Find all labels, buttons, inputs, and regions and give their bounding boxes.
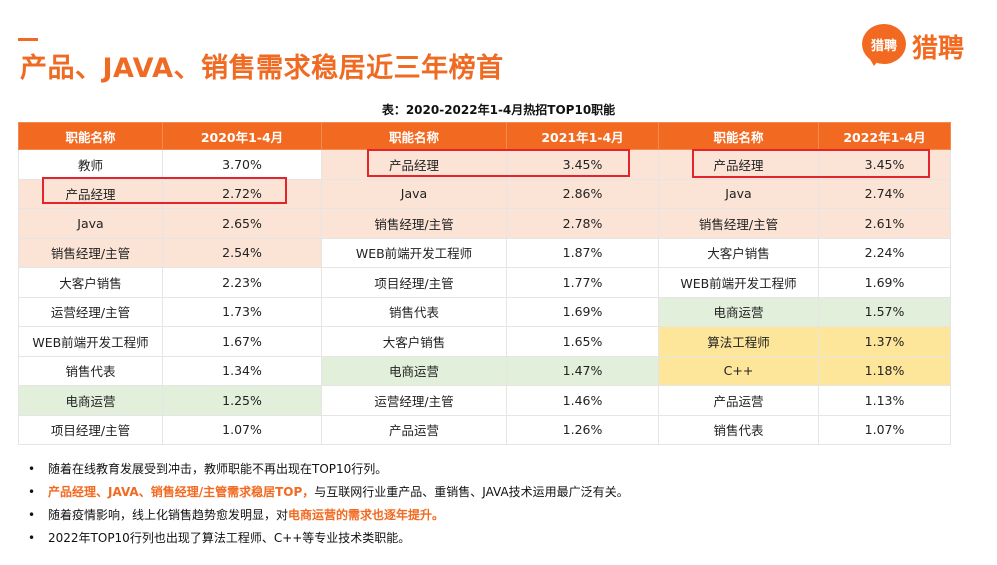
table-cell: 3.70% xyxy=(162,149,322,180)
header-cell: 2020年1-4月 xyxy=(162,122,322,150)
highlight-box-2021-product-manager xyxy=(367,149,630,177)
header-cell: 2022年1-4月 xyxy=(818,122,951,150)
table-cell: 1.57% xyxy=(818,296,951,327)
table-row: 项目经理/主管 1.07% 产品运营 1.26% 销售代表 1.07% xyxy=(18,414,951,445)
table-cell: 教师 xyxy=(18,149,163,180)
table-cell: 1.07% xyxy=(818,414,951,445)
table-cell: 项目经理/主管 xyxy=(18,414,163,445)
table-cell: 1.77% xyxy=(506,267,659,298)
table-cell: 大客户销售 xyxy=(658,237,819,268)
highlight-box-2022-product-manager xyxy=(692,149,930,178)
table-cell: 销售经理/主管 xyxy=(18,237,163,268)
table-row: 运营经理/主管 1.73% 销售代表 1.69% 电商运营 1.57% xyxy=(18,296,951,327)
header-cell: 职能名称 xyxy=(658,122,819,150)
note-text: 随着在线教育发展受到冲击，教师职能不再出现在TOP10行列。 xyxy=(48,462,388,476)
table-cell: 1.34% xyxy=(162,355,322,386)
table-cell: 2.78% xyxy=(506,208,659,239)
table-cell: 电商运营 xyxy=(658,296,819,327)
highlight-box-2020-product-manager xyxy=(42,177,287,204)
table-cell: Java xyxy=(321,178,507,209)
table-row: 产品经理 2.72% Java 2.86% Java 2.74% xyxy=(18,178,951,209)
header-cell: 职能名称 xyxy=(321,122,507,150)
table-cell: 算法工程师 xyxy=(658,326,819,357)
note-text: 2022年TOP10行列也出现了算法工程师、C++等专业技术类职能。 xyxy=(48,531,411,545)
table-cell: 1.07% xyxy=(162,414,322,445)
insight-notes: 随着在线教育发展受到冲击，教师职能不再出现在TOP10行列。 产品经理、JAVA… xyxy=(28,458,629,550)
table-cell: 1.67% xyxy=(162,326,322,357)
table-cell: 1.46% xyxy=(506,385,659,416)
table-cell: 销售经理/主管 xyxy=(321,208,507,239)
table-cell: 电商运营 xyxy=(321,355,507,386)
title-accent-bar xyxy=(18,38,38,41)
table-cell: 产品运营 xyxy=(321,414,507,445)
logo-badge-icon: 猎聘 xyxy=(862,24,908,68)
note-item: 2022年TOP10行列也出现了算法工程师、C++等专业技术类职能。 xyxy=(28,527,629,550)
table-cell: 1.25% xyxy=(162,385,322,416)
table-cell: 1.69% xyxy=(818,267,951,298)
table-cell: 2.65% xyxy=(162,208,322,239)
table-cell: 产品运营 xyxy=(658,385,819,416)
table-cell: 运营经理/主管 xyxy=(18,296,163,327)
table-row: 销售经理/主管 2.54% WEB前端开发工程师 1.87% 大客户销售 2.2… xyxy=(18,237,951,268)
table-cell: 2.86% xyxy=(506,178,659,209)
note-text: 随着疫情影响，线上化销售趋势愈发明显，对 xyxy=(48,508,289,522)
table-cell: 销售经理/主管 xyxy=(658,208,819,239)
table-cell: C++ xyxy=(658,355,819,386)
table-cell: 电商运营 xyxy=(18,385,163,416)
table-cell: 销售代表 xyxy=(18,355,163,386)
table-cell: Java xyxy=(658,178,819,209)
table-cell: WEB前端开发工程师 xyxy=(321,237,507,268)
table-row: 电商运营 1.25% 运营经理/主管 1.46% 产品运营 1.13% xyxy=(18,385,951,416)
note-item: 随着疫情影响，线上化销售趋势愈发明显，对电商运营的需求也逐年提升。 xyxy=(28,504,629,527)
logo-text: 猎聘 xyxy=(912,33,965,64)
table-cell: 1.13% xyxy=(818,385,951,416)
table-cell: 1.73% xyxy=(162,296,322,327)
table-cell: 2.54% xyxy=(162,237,322,268)
table-cell: Java xyxy=(18,208,163,239)
page-title: 产品、JAVA、销售需求稳居近三年榜首 xyxy=(20,53,504,84)
table-cell: 2.74% xyxy=(818,178,951,209)
note-highlight: 电商运营的需求也逐年提升。 xyxy=(288,508,445,522)
table-cell: 1.26% xyxy=(506,414,659,445)
note-text: 与互联网行业重产品、重销售、JAVA技术运用最广泛有关。 xyxy=(314,485,629,499)
table-cell: 项目经理/主管 xyxy=(321,267,507,298)
top10-table: 职能名称 2020年1-4月 职能名称 2021年1-4月 职能名称 2022年… xyxy=(18,122,951,445)
table-cell: 1.65% xyxy=(506,326,659,357)
table-row: WEB前端开发工程师 1.67% 大客户销售 1.65% 算法工程师 1.37% xyxy=(18,326,951,357)
header-cell: 职能名称 xyxy=(18,122,163,150)
table-cell: 2.23% xyxy=(162,267,322,298)
header-cell: 2021年1-4月 xyxy=(506,122,659,150)
table-row: 销售代表 1.34% 电商运营 1.47% C++ 1.18% xyxy=(18,355,951,386)
table-cell: 1.18% xyxy=(818,355,951,386)
table-cell: 销售代表 xyxy=(658,414,819,445)
table-caption: 表：2020-2022年1-4月热招TOP10职能 xyxy=(381,103,616,117)
liepin-logo: 猎聘 猎聘 xyxy=(862,24,977,68)
note-item: 产品经理、JAVA、销售经理/主管需求稳居TOP，与互联网行业重产品、重销售、J… xyxy=(28,481,629,504)
table-cell: 大客户销售 xyxy=(321,326,507,357)
table-cell: 1.37% xyxy=(818,326,951,357)
table-cell: 2.61% xyxy=(818,208,951,239)
table-cell: WEB前端开发工程师 xyxy=(18,326,163,357)
table-cell: 大客户销售 xyxy=(18,267,163,298)
table-cell: 2.24% xyxy=(818,237,951,268)
table-row: 大客户销售 2.23% 项目经理/主管 1.77% WEB前端开发工程师 1.6… xyxy=(18,267,951,298)
table-cell: 1.47% xyxy=(506,355,659,386)
note-highlight: 产品经理、JAVA、销售经理/主管需求稳居TOP， xyxy=(48,485,315,499)
table-header-row: 职能名称 2020年1-4月 职能名称 2021年1-4月 职能名称 2022年… xyxy=(18,122,951,150)
table-cell: 运营经理/主管 xyxy=(321,385,507,416)
table-row: Java 2.65% 销售经理/主管 2.78% 销售经理/主管 2.61% xyxy=(18,208,951,239)
table-cell: 产品经理 xyxy=(321,149,507,180)
table-cell: 1.69% xyxy=(506,296,659,327)
table-cell: 销售代表 xyxy=(321,296,507,327)
logo-badge-text: 猎聘 xyxy=(870,38,897,54)
table-cell: 1.87% xyxy=(506,237,659,268)
table-cell: 3.45% xyxy=(506,149,659,180)
note-item: 随着在线教育发展受到冲击，教师职能不再出现在TOP10行列。 xyxy=(28,458,629,481)
table-cell: WEB前端开发工程师 xyxy=(658,267,819,298)
table-cell: 产品经理 xyxy=(658,149,819,180)
table-row: 教师 3.70% 产品经理 3.45% 产品经理 3.45% xyxy=(18,149,951,180)
